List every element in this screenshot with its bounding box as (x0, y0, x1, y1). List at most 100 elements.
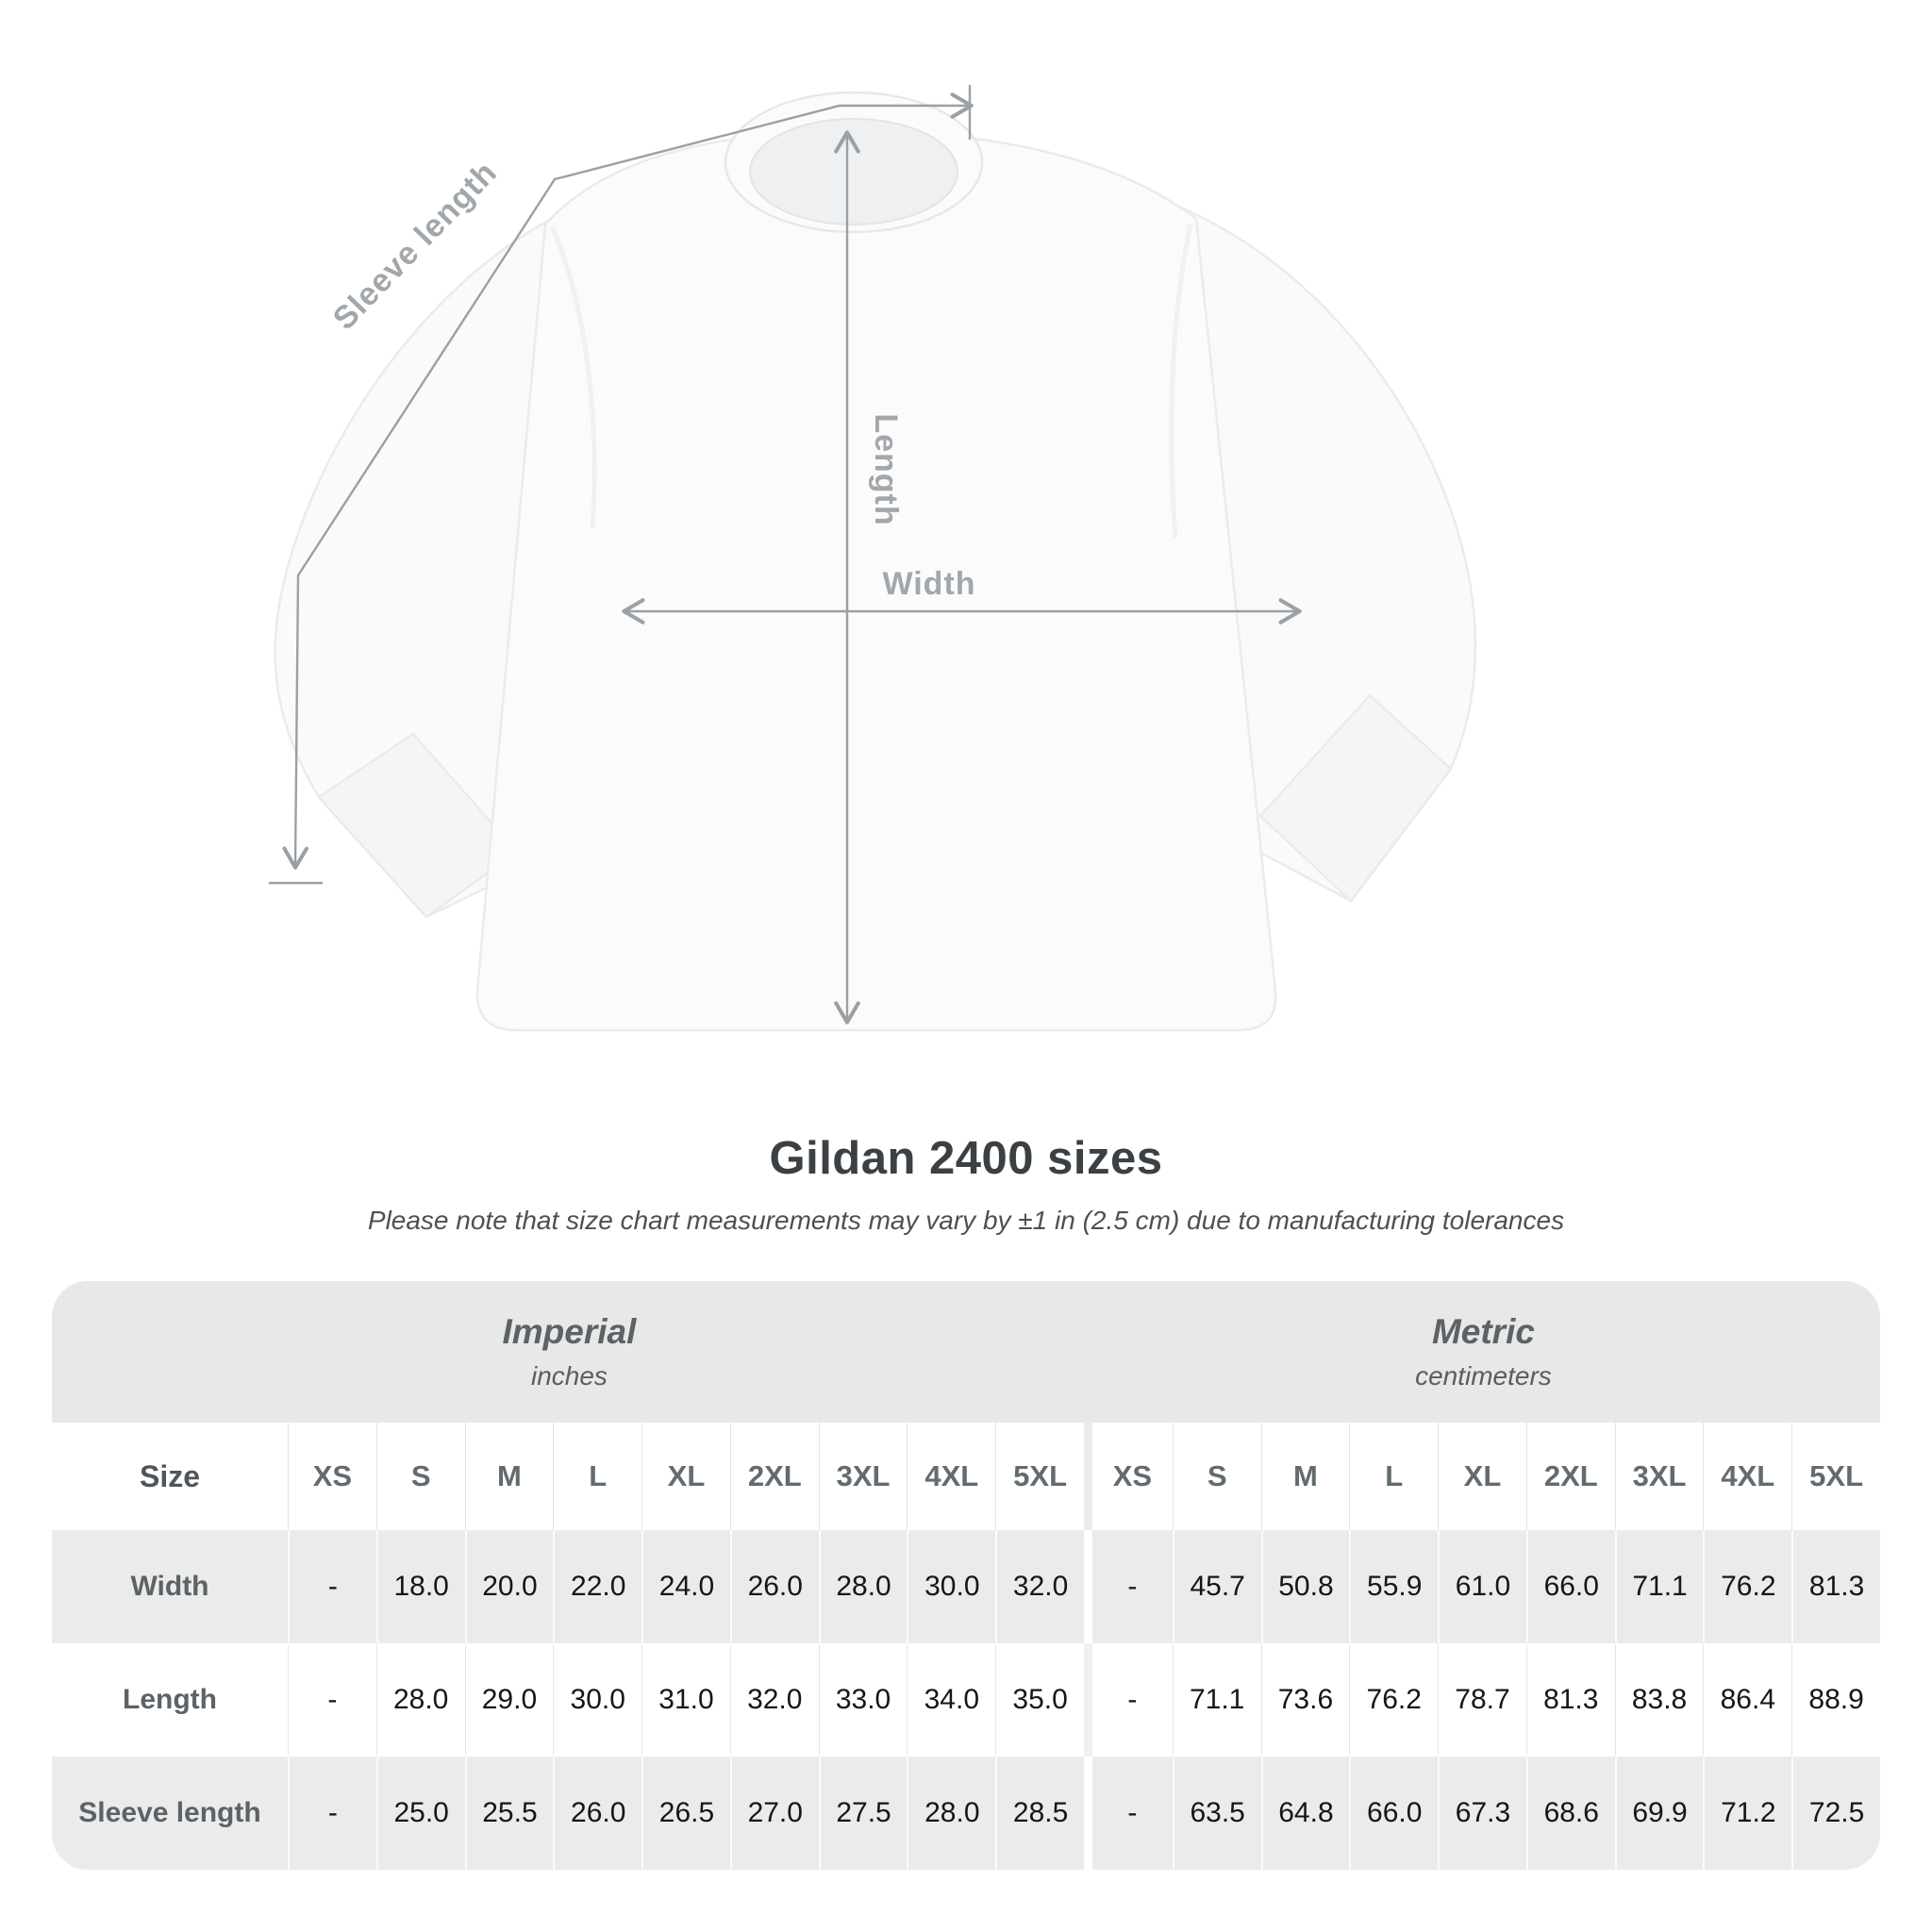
value-cell: 27.0 (729, 1757, 819, 1870)
value-cell: 64.8 (1260, 1757, 1350, 1870)
row-label-cell: Length (52, 1643, 288, 1757)
size-header-cell: 4XL (907, 1423, 996, 1530)
size-header-cell: M (1260, 1423, 1350, 1530)
value-cell: 81.3 (1525, 1643, 1615, 1757)
value-cell: 76.2 (1703, 1530, 1792, 1643)
value-cell: 66.0 (1349, 1757, 1439, 1870)
row-label-cell: Width (52, 1530, 288, 1643)
shirt-fold-right (1169, 224, 1193, 539)
value-cell: - (1084, 1530, 1173, 1643)
size-header-cell: L (553, 1423, 642, 1530)
value-cell: 83.8 (1614, 1643, 1704, 1757)
value-cell: 29.0 (464, 1643, 554, 1757)
value-cell: 71.1 (1172, 1643, 1261, 1757)
size-header-cell: S (1172, 1423, 1261, 1530)
size-header-cell: XS (1084, 1423, 1173, 1530)
value-cell: 55.9 (1349, 1530, 1439, 1643)
value-cell: 73.6 (1260, 1643, 1350, 1757)
value-cell: 63.5 (1172, 1757, 1261, 1870)
width-label: Width (882, 566, 975, 602)
group-header-metric: Metric centimeters (1087, 1281, 1880, 1423)
value-cell: 18.0 (375, 1530, 465, 1643)
value-cell: 22.0 (553, 1530, 642, 1643)
value-cell: 35.0 (995, 1643, 1084, 1757)
value-cell: 27.5 (818, 1757, 908, 1870)
sleeve-length-arrow (269, 85, 974, 885)
value-cell: 30.0 (553, 1643, 642, 1757)
value-cell: 28.5 (995, 1757, 1084, 1870)
group-unit-metric: centimeters (1415, 1361, 1552, 1391)
value-cell: 33.0 (818, 1643, 908, 1757)
value-cell: 88.9 (1791, 1643, 1880, 1757)
group-unit-imperial: inches (530, 1361, 608, 1391)
table-row: Width -18.0 20.0 22.0 24.0 26.0 28.0 30.0 32.0-4… (52, 1530, 1880, 1643)
value-cell: 78.7 (1438, 1643, 1526, 1757)
value-cell: 28.0 (818, 1530, 908, 1643)
value-cell: 69.9 (1614, 1757, 1704, 1870)
value-cell: - (1084, 1757, 1173, 1870)
table-header-row: Size XS S M L XL 2XL 3XL 4XL 5XL XS S M L XL 2XL 3XL 4XL 5… (52, 1423, 1880, 1530)
value-cell: 25.0 (375, 1757, 465, 1870)
value-cell: 45.7 (1172, 1530, 1261, 1643)
size-header-cell: S (375, 1423, 465, 1530)
value-cell: 68.6 (1525, 1757, 1615, 1870)
size-table-grid: Size XS S M L XL 2XL 3XL 4XL 5XL XS S M L XL 2XL 3XL 4XL 5… (52, 1423, 1880, 1870)
value-cell: 30.0 (907, 1530, 996, 1643)
shirt-illustration: Sleeve length Length Width (269, 85, 1477, 1032)
group-name-imperial: Imperial (502, 1312, 637, 1351)
value-cell: 76.2 (1349, 1643, 1439, 1757)
value-cell: 71.1 (1614, 1530, 1704, 1643)
value-cell: 28.0 (375, 1643, 465, 1757)
shirt-size-diagram: Sleeve length Length Width (269, 85, 1477, 1032)
value-cell: 81.3 (1791, 1530, 1880, 1643)
value-cell: - (1084, 1643, 1173, 1757)
value-cell: 34.0 (907, 1643, 996, 1757)
size-header-cell: 4XL (1703, 1423, 1792, 1530)
value-cell: 67.3 (1438, 1757, 1526, 1870)
size-header-cell: XS (288, 1423, 376, 1530)
value-cell: 24.0 (641, 1530, 730, 1643)
unit-group-header: Imperial inches Metric centimeters (52, 1281, 1880, 1423)
size-header-cell: XL (1438, 1423, 1526, 1530)
table-row: Length -28.0 29.0 30.0 31.0 32.0 33.0 34.0 35.0-… (52, 1643, 1880, 1757)
value-cell: 72.5 (1791, 1757, 1880, 1870)
size-header-cell: 3XL (1614, 1423, 1704, 1530)
value-cell: 86.4 (1703, 1643, 1792, 1757)
shirt-collar-opening (749, 118, 958, 225)
value-cell: - (288, 1530, 376, 1643)
shirt-torso (475, 130, 1277, 1032)
value-cell: 61.0 (1438, 1530, 1526, 1643)
table-row: Sleeve length -25.0 25.5 26.0 26.5 27.0 27.5 28… (52, 1757, 1880, 1870)
page-title: Gildan 2400 sizes (769, 1133, 1163, 1184)
size-header-cell: L (1349, 1423, 1439, 1530)
value-cell: 32.0 (729, 1643, 819, 1757)
row-label-cell: Sleeve length (52, 1757, 288, 1870)
length-label: Length (868, 413, 904, 525)
size-header-cell: M (464, 1423, 554, 1530)
size-chart-table: Imperial inches Metric centimeters Size X… (52, 1281, 1880, 1870)
size-header-cell: 2XL (1525, 1423, 1615, 1530)
group-name-metric: Metric (1431, 1312, 1535, 1351)
size-column-header: Size (52, 1423, 288, 1530)
value-cell: 71.2 (1703, 1757, 1792, 1870)
size-header-cell: 2XL (729, 1423, 819, 1530)
size-header-cell: 3XL (818, 1423, 908, 1530)
value-cell: 20.0 (464, 1530, 554, 1643)
value-cell: 31.0 (641, 1643, 730, 1757)
size-header-cell: 5XL (1791, 1423, 1880, 1530)
page-subtitle: Please note that size chart measurements… (367, 1206, 1565, 1235)
value-cell: 50.8 (1260, 1530, 1350, 1643)
value-cell: 66.0 (1525, 1530, 1615, 1643)
title-block: Gildan 2400 sizes Please note that size … (0, 1132, 1932, 1236)
value-cell: 25.5 (464, 1757, 554, 1870)
size-header-cell: 5XL (995, 1423, 1084, 1530)
group-header-imperial: Imperial inches (52, 1281, 1087, 1423)
shirt-right-cuff (1258, 693, 1453, 903)
value-cell: 28.0 (907, 1757, 996, 1870)
value-cell: 26.5 (641, 1757, 730, 1870)
value-cell: 26.0 (553, 1757, 642, 1870)
value-cell: - (288, 1757, 376, 1870)
size-header-cell: XL (641, 1423, 730, 1530)
value-cell: 26.0 (729, 1530, 819, 1643)
value-cell: - (288, 1643, 376, 1757)
